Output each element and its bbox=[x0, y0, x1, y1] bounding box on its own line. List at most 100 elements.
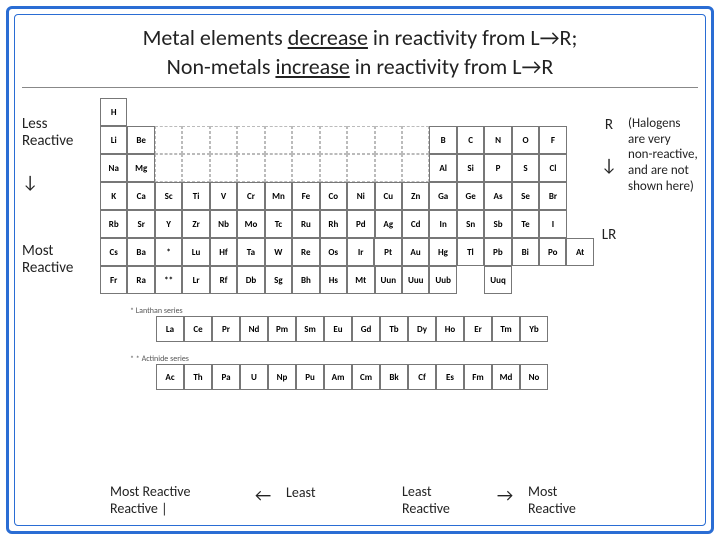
element-symbol: Cf bbox=[418, 373, 426, 382]
element-cell: Sm bbox=[296, 316, 324, 342]
element-cell: Rf bbox=[210, 266, 237, 294]
element-symbol: Db bbox=[246, 276, 257, 285]
element-symbol: Tb bbox=[389, 325, 398, 334]
title-line2-pre: Non-metals bbox=[167, 53, 276, 80]
element-symbol: Nd bbox=[249, 325, 260, 334]
element-symbol: As bbox=[494, 192, 503, 201]
element-cell: Pm bbox=[268, 316, 296, 342]
element-symbol: Sb bbox=[494, 220, 503, 229]
element-symbol: In bbox=[440, 220, 447, 229]
element-symbol: Np bbox=[277, 373, 288, 382]
element-symbol: Ga bbox=[438, 192, 448, 201]
arrow-right-icon: → bbox=[490, 484, 520, 506]
empty-cell bbox=[347, 154, 374, 182]
element-symbol: Sr bbox=[137, 220, 144, 229]
empty-cell bbox=[265, 154, 292, 182]
element-cell: ** bbox=[155, 266, 182, 294]
element-cell: Fm bbox=[464, 364, 492, 390]
slide-title: Metal elements decrease in reactivity fr… bbox=[22, 22, 698, 88]
element-symbol: Dy bbox=[417, 325, 427, 334]
element-cell: Yb bbox=[520, 316, 548, 342]
element-cell: Zr bbox=[182, 210, 209, 238]
empty-cell bbox=[567, 182, 594, 210]
element-cell: Al bbox=[429, 154, 456, 182]
empty-cell bbox=[320, 126, 347, 154]
element-symbol: Au bbox=[410, 248, 420, 257]
empty-cell bbox=[566, 98, 593, 126]
element-cell: K bbox=[100, 182, 127, 210]
element-symbol: Uuu bbox=[408, 276, 424, 285]
element-symbol: I bbox=[552, 220, 554, 229]
element-cell: Os bbox=[320, 238, 347, 266]
ptable-row: LiBeBCNOF bbox=[100, 126, 594, 154]
element-symbol: Hg bbox=[438, 248, 448, 257]
element-cell: Ni bbox=[347, 182, 374, 210]
empty-cell bbox=[237, 154, 264, 182]
element-cell: Hs bbox=[320, 266, 347, 294]
element-symbol: Md bbox=[500, 373, 513, 382]
element-cell: Pd bbox=[347, 210, 374, 238]
bottom-arrows: Most Reactive Reactive | ← Least Least R… bbox=[22, 484, 698, 518]
element-cell: Hg bbox=[429, 238, 456, 266]
empty-cell bbox=[539, 266, 566, 294]
element-cell: Uub bbox=[429, 266, 456, 294]
empty-cell bbox=[210, 126, 237, 154]
main-area: Less Reactive ↓ Most Reactive HLiBeBCNOF… bbox=[22, 98, 698, 478]
element-cell: Mt bbox=[347, 266, 374, 294]
element-symbol: * bbox=[166, 248, 170, 257]
element-symbol: Ca bbox=[137, 192, 146, 201]
element-cell: Se bbox=[512, 182, 539, 210]
element-cell: At bbox=[566, 238, 593, 266]
empty-cell bbox=[265, 98, 292, 126]
empty-cell bbox=[320, 154, 347, 182]
element-cell: Ge bbox=[457, 182, 484, 210]
empty-cell bbox=[375, 154, 402, 182]
element-symbol: Tl bbox=[467, 248, 474, 257]
element-cell: Tm bbox=[492, 316, 520, 342]
element-symbol: Ir bbox=[358, 248, 364, 257]
element-cell: O bbox=[512, 126, 539, 154]
element-cell: Ho bbox=[436, 316, 464, 342]
slide-content: Metal elements decrease in reactivity fr… bbox=[22, 22, 698, 518]
element-symbol: Ho bbox=[445, 325, 456, 334]
arrow-left-icon: ← bbox=[248, 484, 278, 506]
bottom-most-reactive-right: Most Reactive bbox=[528, 484, 608, 518]
element-cell: Db bbox=[237, 266, 264, 294]
element-cell: Sn bbox=[457, 210, 484, 238]
element-cell: Am bbox=[324, 364, 352, 390]
element-cell: Sr bbox=[127, 210, 154, 238]
element-symbol: Bi bbox=[522, 248, 529, 257]
element-cell: Pa bbox=[212, 364, 240, 390]
element-cell: Uuu bbox=[402, 266, 429, 294]
element-cell: B bbox=[429, 126, 456, 154]
element-symbol: Sg bbox=[274, 276, 283, 285]
lanthanide-label: * Lanthan series bbox=[100, 306, 594, 316]
element-symbol: Fe bbox=[302, 192, 311, 201]
empty-cell bbox=[237, 126, 264, 154]
element-cell: Lr bbox=[182, 266, 209, 294]
element-symbol: Fr bbox=[110, 276, 117, 285]
element-symbol: No bbox=[529, 373, 540, 382]
ptable-row: FrRa**LrRfDbSgBhHsMtUunUuuUubUuq bbox=[100, 266, 594, 294]
bottom-least-1: Least bbox=[286, 484, 346, 501]
element-symbol: Ta bbox=[247, 248, 255, 257]
element-symbol: S bbox=[523, 164, 527, 173]
element-symbol: Yb bbox=[529, 325, 539, 334]
element-symbol: Sn bbox=[466, 220, 475, 229]
element-cell: U bbox=[240, 364, 268, 390]
element-symbol: Tm bbox=[500, 325, 511, 334]
empty-cell bbox=[539, 98, 566, 126]
arrow-down-left: ↓ bbox=[22, 171, 100, 193]
element-symbol: K bbox=[111, 192, 116, 201]
element-symbol: Mn bbox=[272, 192, 285, 201]
element-cell: Pu bbox=[296, 364, 324, 390]
empty-cell bbox=[292, 98, 319, 126]
element-cell: Cf bbox=[408, 364, 436, 390]
element-symbol: Hf bbox=[219, 248, 228, 257]
element-cell: Dy bbox=[408, 316, 436, 342]
lanth-row: LaCePrNdPmSmEuGdTbDyHoErTmYb bbox=[100, 316, 594, 342]
title-line1-underline: decrease bbox=[288, 24, 368, 51]
element-cell: Ac bbox=[156, 364, 184, 390]
empty-cell bbox=[567, 210, 594, 238]
element-cell: H bbox=[100, 98, 127, 126]
